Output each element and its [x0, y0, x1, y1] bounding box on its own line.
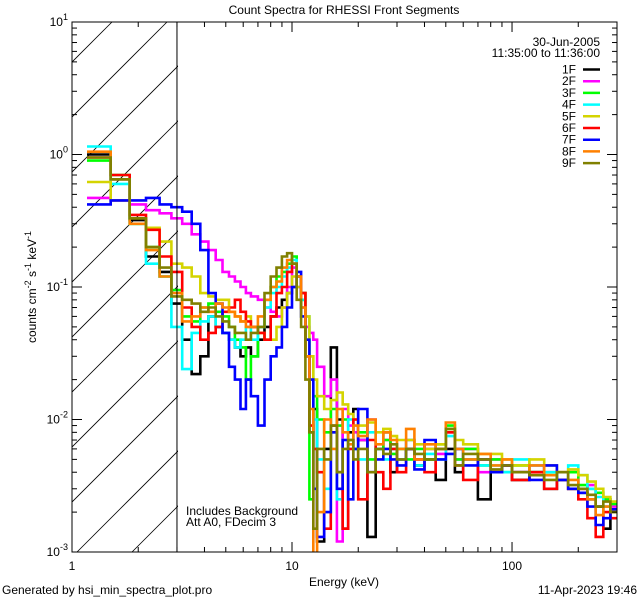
hatch-line — [0, 22, 2, 552]
annotation-background: Includes Background — [186, 504, 298, 518]
legend-label-2F: 2F — [562, 74, 576, 88]
y-tick-label: 10-3 — [47, 542, 68, 559]
x-tick-label: 100 — [502, 559, 522, 573]
axes: 1 10 100 101 100 10-1 10-2 10-3 — [47, 12, 618, 573]
legend-label-5F: 5F — [562, 109, 576, 123]
hatch-line — [76, 450, 178, 552]
hatch-line — [72, 22, 168, 118]
y-tick-label: 10-1 — [47, 277, 68, 294]
y-axis-label: counts cm-2 s-1 keV-1 — [23, 231, 39, 343]
y-tick-label: 100 — [50, 145, 68, 162]
legend-label-1F: 1F — [562, 63, 576, 77]
y-tick-label: 10-2 — [47, 410, 68, 427]
hatch-line — [72, 120, 178, 228]
time-range-label: 11:35:00 to 11:36:00 — [492, 46, 601, 60]
legend-label-3F: 3F — [562, 86, 576, 100]
hatch-line — [72, 395, 178, 503]
footer-generated-by: Generated by hsi_min_spectra_plot.pro — [2, 583, 212, 597]
x-tick-label: 1 — [69, 559, 76, 573]
chart-title: Count Spectra for RHESSI Front Segments — [229, 3, 460, 17]
legend-label-4F: 4F — [562, 98, 576, 112]
series-9F-line — [87, 156, 617, 530]
footer-timestamp: 11-Apr-2023 19:46 — [538, 583, 638, 597]
hatch-line — [72, 230, 178, 338]
legend-label-6F: 6F — [562, 121, 576, 135]
hatch-line — [72, 65, 178, 173]
x-tick-label: 10 — [285, 559, 299, 573]
series-group — [87, 145, 617, 552]
legend-label-7F: 7F — [562, 133, 576, 147]
y-tick-label: 101 — [50, 12, 68, 29]
legend-label-8F: 8F — [562, 144, 576, 158]
legend-label-9F: 9F — [562, 156, 576, 170]
x-axis-label: Energy (keV) — [309, 575, 379, 589]
date-label: 30-Jun-2005 — [533, 35, 601, 49]
annotation-attenuator: Att A0, FDecim 3 — [186, 515, 276, 529]
series-7F-line — [87, 196, 617, 539]
